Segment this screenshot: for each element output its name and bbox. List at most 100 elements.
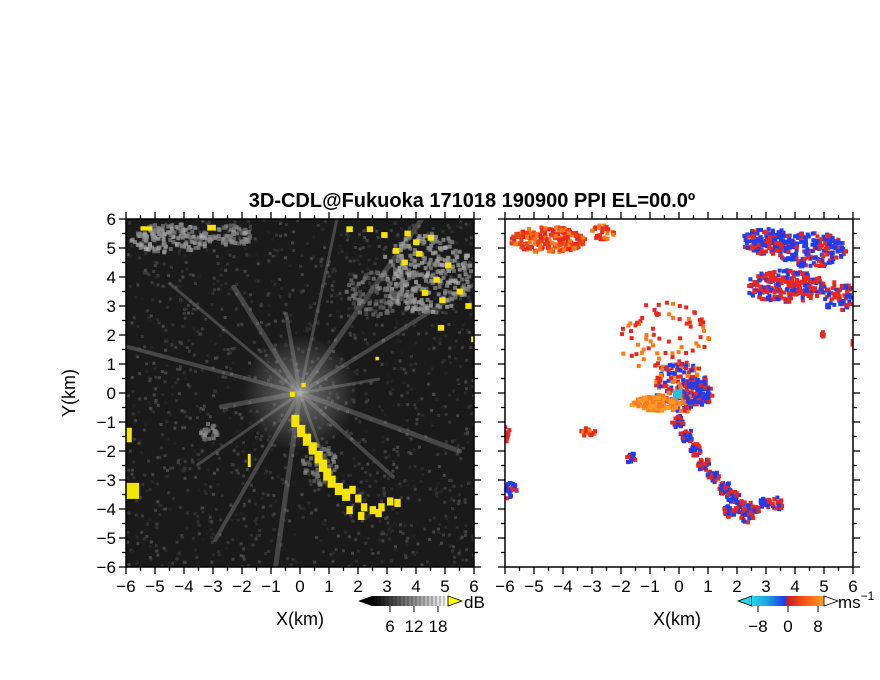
gray-echo — [329, 463, 333, 468]
noise-speck — [459, 457, 463, 460]
noise-speck — [247, 564, 250, 567]
noise-speck — [159, 423, 163, 426]
velocity-echo — [733, 507, 738, 512]
velocity-echo — [722, 490, 727, 495]
noise-speck — [156, 403, 160, 407]
yellow-echo — [416, 250, 423, 257]
noise-speck — [373, 262, 377, 266]
velocity-echo — [677, 382, 682, 387]
noise-speck — [141, 483, 145, 487]
noise-speck — [161, 392, 165, 396]
noise-speck — [164, 371, 168, 375]
velocity-echo — [671, 363, 676, 368]
noise-speck — [466, 329, 470, 333]
noise-speck — [389, 525, 393, 529]
noise-speck — [161, 284, 165, 288]
gray-echo — [382, 270, 387, 275]
noise-speck — [254, 537, 258, 541]
noise-speck — [145, 271, 149, 275]
velocity-echo — [810, 242, 815, 247]
velocity-echo — [756, 228, 761, 232]
velocity-echo — [620, 326, 625, 331]
noise-speck — [136, 339, 140, 343]
gray-echo — [391, 290, 396, 295]
noise-speck — [448, 544, 452, 548]
velocity-echo — [696, 400, 701, 405]
noise-speck — [430, 422, 434, 426]
noise-speck — [451, 277, 455, 281]
noise-speck — [243, 291, 247, 295]
noise-speck — [227, 292, 231, 296]
velocity-echo — [705, 395, 710, 400]
velocity-echo — [773, 289, 778, 294]
noise-speck — [315, 536, 319, 539]
noise-speck — [261, 492, 265, 496]
velocity-echo — [746, 520, 751, 525]
noise-speck — [299, 289, 303, 293]
gray-echo — [357, 289, 362, 294]
noise-speck — [367, 258, 371, 262]
velocity-echo — [764, 233, 769, 238]
noise-speck — [354, 417, 358, 421]
gray-echo — [389, 290, 394, 295]
noise-speck — [167, 491, 171, 495]
velocity-echo — [527, 244, 532, 249]
noise-speck — [255, 322, 259, 326]
noise-speck — [150, 345, 154, 349]
velocity-echo — [665, 397, 670, 402]
noise-speck — [193, 282, 197, 286]
noise-speck — [372, 448, 375, 452]
velocity-echo — [847, 292, 852, 297]
velocity-echo — [835, 249, 840, 254]
noise-speck — [406, 484, 409, 488]
noise-speck — [235, 268, 239, 272]
noise-speck — [210, 540, 214, 544]
gray-echo — [462, 286, 467, 291]
velocity-echo — [823, 297, 828, 302]
gray-echo — [193, 245, 198, 250]
noise-speck — [353, 336, 357, 340]
noise-speck — [342, 549, 345, 553]
velocity-colorbar-low-arrow — [736, 595, 753, 607]
velocity-echo — [697, 393, 702, 398]
noise-speck — [404, 323, 407, 327]
noise-speck — [148, 488, 152, 491]
noise-speck — [140, 335, 144, 338]
gray-echo — [399, 281, 404, 286]
noise-speck — [433, 297, 437, 300]
x-tick-label: 5 — [819, 577, 828, 596]
velocity-echo — [748, 283, 753, 288]
gray-echo — [391, 300, 396, 305]
velocity-echo — [676, 350, 681, 355]
noise-speck — [468, 260, 471, 264]
noise-speck — [182, 560, 186, 564]
noise-speck — [399, 484, 403, 488]
noise-speck — [431, 227, 435, 230]
velocity-echo — [562, 248, 567, 253]
noise-speck — [325, 483, 329, 487]
velocity-echo — [697, 448, 702, 453]
yellow-echo — [360, 503, 368, 512]
noise-speck — [161, 433, 164, 437]
noise-speck — [386, 381, 390, 385]
velocity-echo — [635, 320, 640, 325]
velocity-echo — [673, 389, 683, 399]
noise-speck — [427, 469, 431, 473]
noise-speck — [126, 253, 130, 257]
noise-speck — [431, 392, 435, 396]
gray-echo — [437, 284, 442, 289]
noise-speck — [178, 463, 182, 466]
noise-speck — [301, 289, 305, 293]
gray-echo — [334, 464, 339, 469]
velocity-echo — [554, 225, 559, 230]
noise-speck — [264, 323, 268, 327]
noise-speck — [221, 410, 225, 414]
noise-speck — [443, 405, 447, 409]
noise-speck — [281, 319, 285, 323]
noise-speck — [417, 399, 421, 403]
gray-echo — [456, 263, 461, 268]
gray-echo — [203, 437, 208, 442]
noise-speck — [420, 467, 424, 471]
noise-speck — [341, 480, 345, 484]
noise-speck — [380, 362, 384, 366]
